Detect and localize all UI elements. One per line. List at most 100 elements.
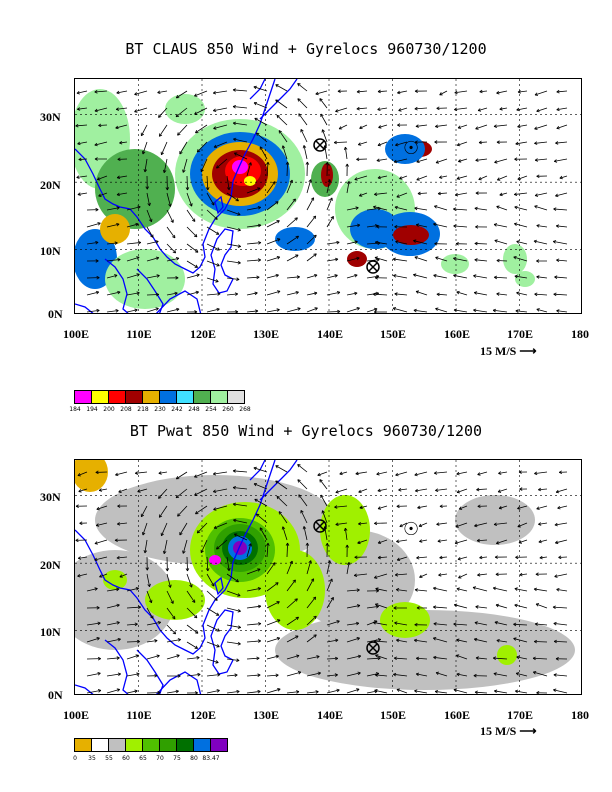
wind-arrow-head <box>237 244 242 248</box>
wind-arrow-head <box>168 584 172 588</box>
wind-arrow <box>246 640 261 643</box>
wind-arrow <box>226 277 240 280</box>
wind-arrow-head <box>237 641 241 646</box>
wind-arrow-head <box>496 140 500 144</box>
wind-arrow <box>158 488 168 499</box>
wind-arrow <box>86 672 101 677</box>
wind-arrow-head <box>455 241 459 246</box>
cloud-patch <box>441 254 469 274</box>
wind-arrow <box>246 674 261 677</box>
wind-arrow <box>186 175 188 191</box>
wind-arrow <box>213 90 228 94</box>
wind-arrow-head <box>235 310 239 313</box>
wind-arrow-head <box>77 107 81 111</box>
wind-arrow-head <box>217 673 221 677</box>
wind-arrow-head <box>317 671 321 676</box>
wind-arrow <box>453 208 468 211</box>
panel1-speed-label: 15 M/S ⟶ <box>480 344 537 358</box>
pwat-patch <box>265 550 325 630</box>
wind-arrow-head <box>519 487 523 491</box>
wind-arrow-head <box>335 638 339 643</box>
wind-arrow <box>439 556 448 559</box>
wind-arrow-head <box>194 264 198 268</box>
wind-arrow-head <box>373 205 377 209</box>
wind-arrow <box>533 657 548 660</box>
wind-arrow <box>338 124 348 130</box>
coast-segment <box>259 460 298 501</box>
wind-arrow-head <box>216 307 220 312</box>
wind-arrow <box>556 124 568 129</box>
wind-arrow <box>94 556 108 561</box>
wind-arrow-head <box>258 241 262 245</box>
wind-arrow <box>78 158 88 160</box>
wind-arrow-head <box>393 606 397 610</box>
wind-arrow-head <box>149 599 153 604</box>
wind-arrow <box>366 308 378 313</box>
wind-arrow-head <box>296 690 300 694</box>
wind-arrow <box>233 470 248 473</box>
panel2-speed-arrow-icon: ⟶ <box>519 724 537 738</box>
wind-arrow-head <box>95 290 100 295</box>
wind-arrow <box>394 206 408 211</box>
wind-arrow <box>346 637 360 643</box>
wind-arrow-head <box>375 587 379 591</box>
colorbar-tick-label: 75 <box>173 755 181 762</box>
wind-arrow-head <box>493 223 498 227</box>
wind-arrow-head <box>294 217 298 221</box>
wind-arrow-head <box>275 654 279 659</box>
wind-arrow <box>200 158 208 172</box>
wind-arrow <box>419 539 428 542</box>
wind-arrow <box>306 197 314 211</box>
wind-arrow <box>413 240 428 245</box>
wind-arrow-head <box>355 621 360 626</box>
wind-arrow-head <box>372 292 376 297</box>
panel2-colorbar <box>74 738 228 752</box>
wind-arrow-head <box>179 531 183 536</box>
wind-arrow-head <box>345 544 349 548</box>
wind-arrow <box>414 207 428 211</box>
wind-arrow-head <box>117 157 121 162</box>
wind-arrow-head <box>413 273 417 277</box>
wind-arrow-head <box>453 224 457 228</box>
wind-arrow <box>554 158 568 162</box>
coast-segment <box>214 195 224 215</box>
wind-arrow <box>78 488 88 492</box>
wind-arrow-head <box>397 123 401 127</box>
wind-arrow-head <box>394 572 399 577</box>
colorbar-tick-label: 60 <box>122 755 130 762</box>
wind-arrow-head <box>196 530 201 534</box>
wind-arrow <box>473 275 488 279</box>
wind-arrow <box>377 141 388 146</box>
wind-arrow <box>493 124 508 127</box>
wind-arrow-head <box>474 206 478 211</box>
wind-arrow <box>213 471 228 475</box>
wind-arrow-head <box>557 505 561 510</box>
wind-arrow-head <box>534 158 539 162</box>
wind-arrow <box>233 503 248 507</box>
wind-arrow <box>297 98 308 109</box>
wind-arrow-head <box>216 263 220 267</box>
wind-arrow <box>306 215 316 228</box>
wind-arrow-head <box>396 557 401 562</box>
wind-arrow-head <box>555 224 560 228</box>
coast-segment <box>210 228 234 294</box>
wind-arrow-head <box>536 108 540 113</box>
colorbar-swatch <box>91 390 109 404</box>
wind-arrow <box>275 99 288 109</box>
wind-arrow <box>118 488 128 493</box>
wind-arrow <box>126 587 139 592</box>
wind-arrow <box>206 641 220 648</box>
wind-arrow-head <box>266 161 270 165</box>
wind-arrow-head <box>254 117 258 121</box>
wind-arrow-head <box>194 249 199 253</box>
wind-arrow <box>116 90 128 94</box>
colorbar-tick-label: 55 <box>105 755 113 762</box>
wind-arrow-head <box>377 175 381 180</box>
wind-arrow-head <box>553 639 558 644</box>
colorbar-swatch <box>74 738 92 752</box>
wind-arrow-head <box>276 495 280 500</box>
wind-arrow-head <box>532 656 536 661</box>
wind-arrow <box>326 560 331 575</box>
wind-arrow-head <box>454 192 459 197</box>
wind-arrow-head <box>211 202 215 206</box>
